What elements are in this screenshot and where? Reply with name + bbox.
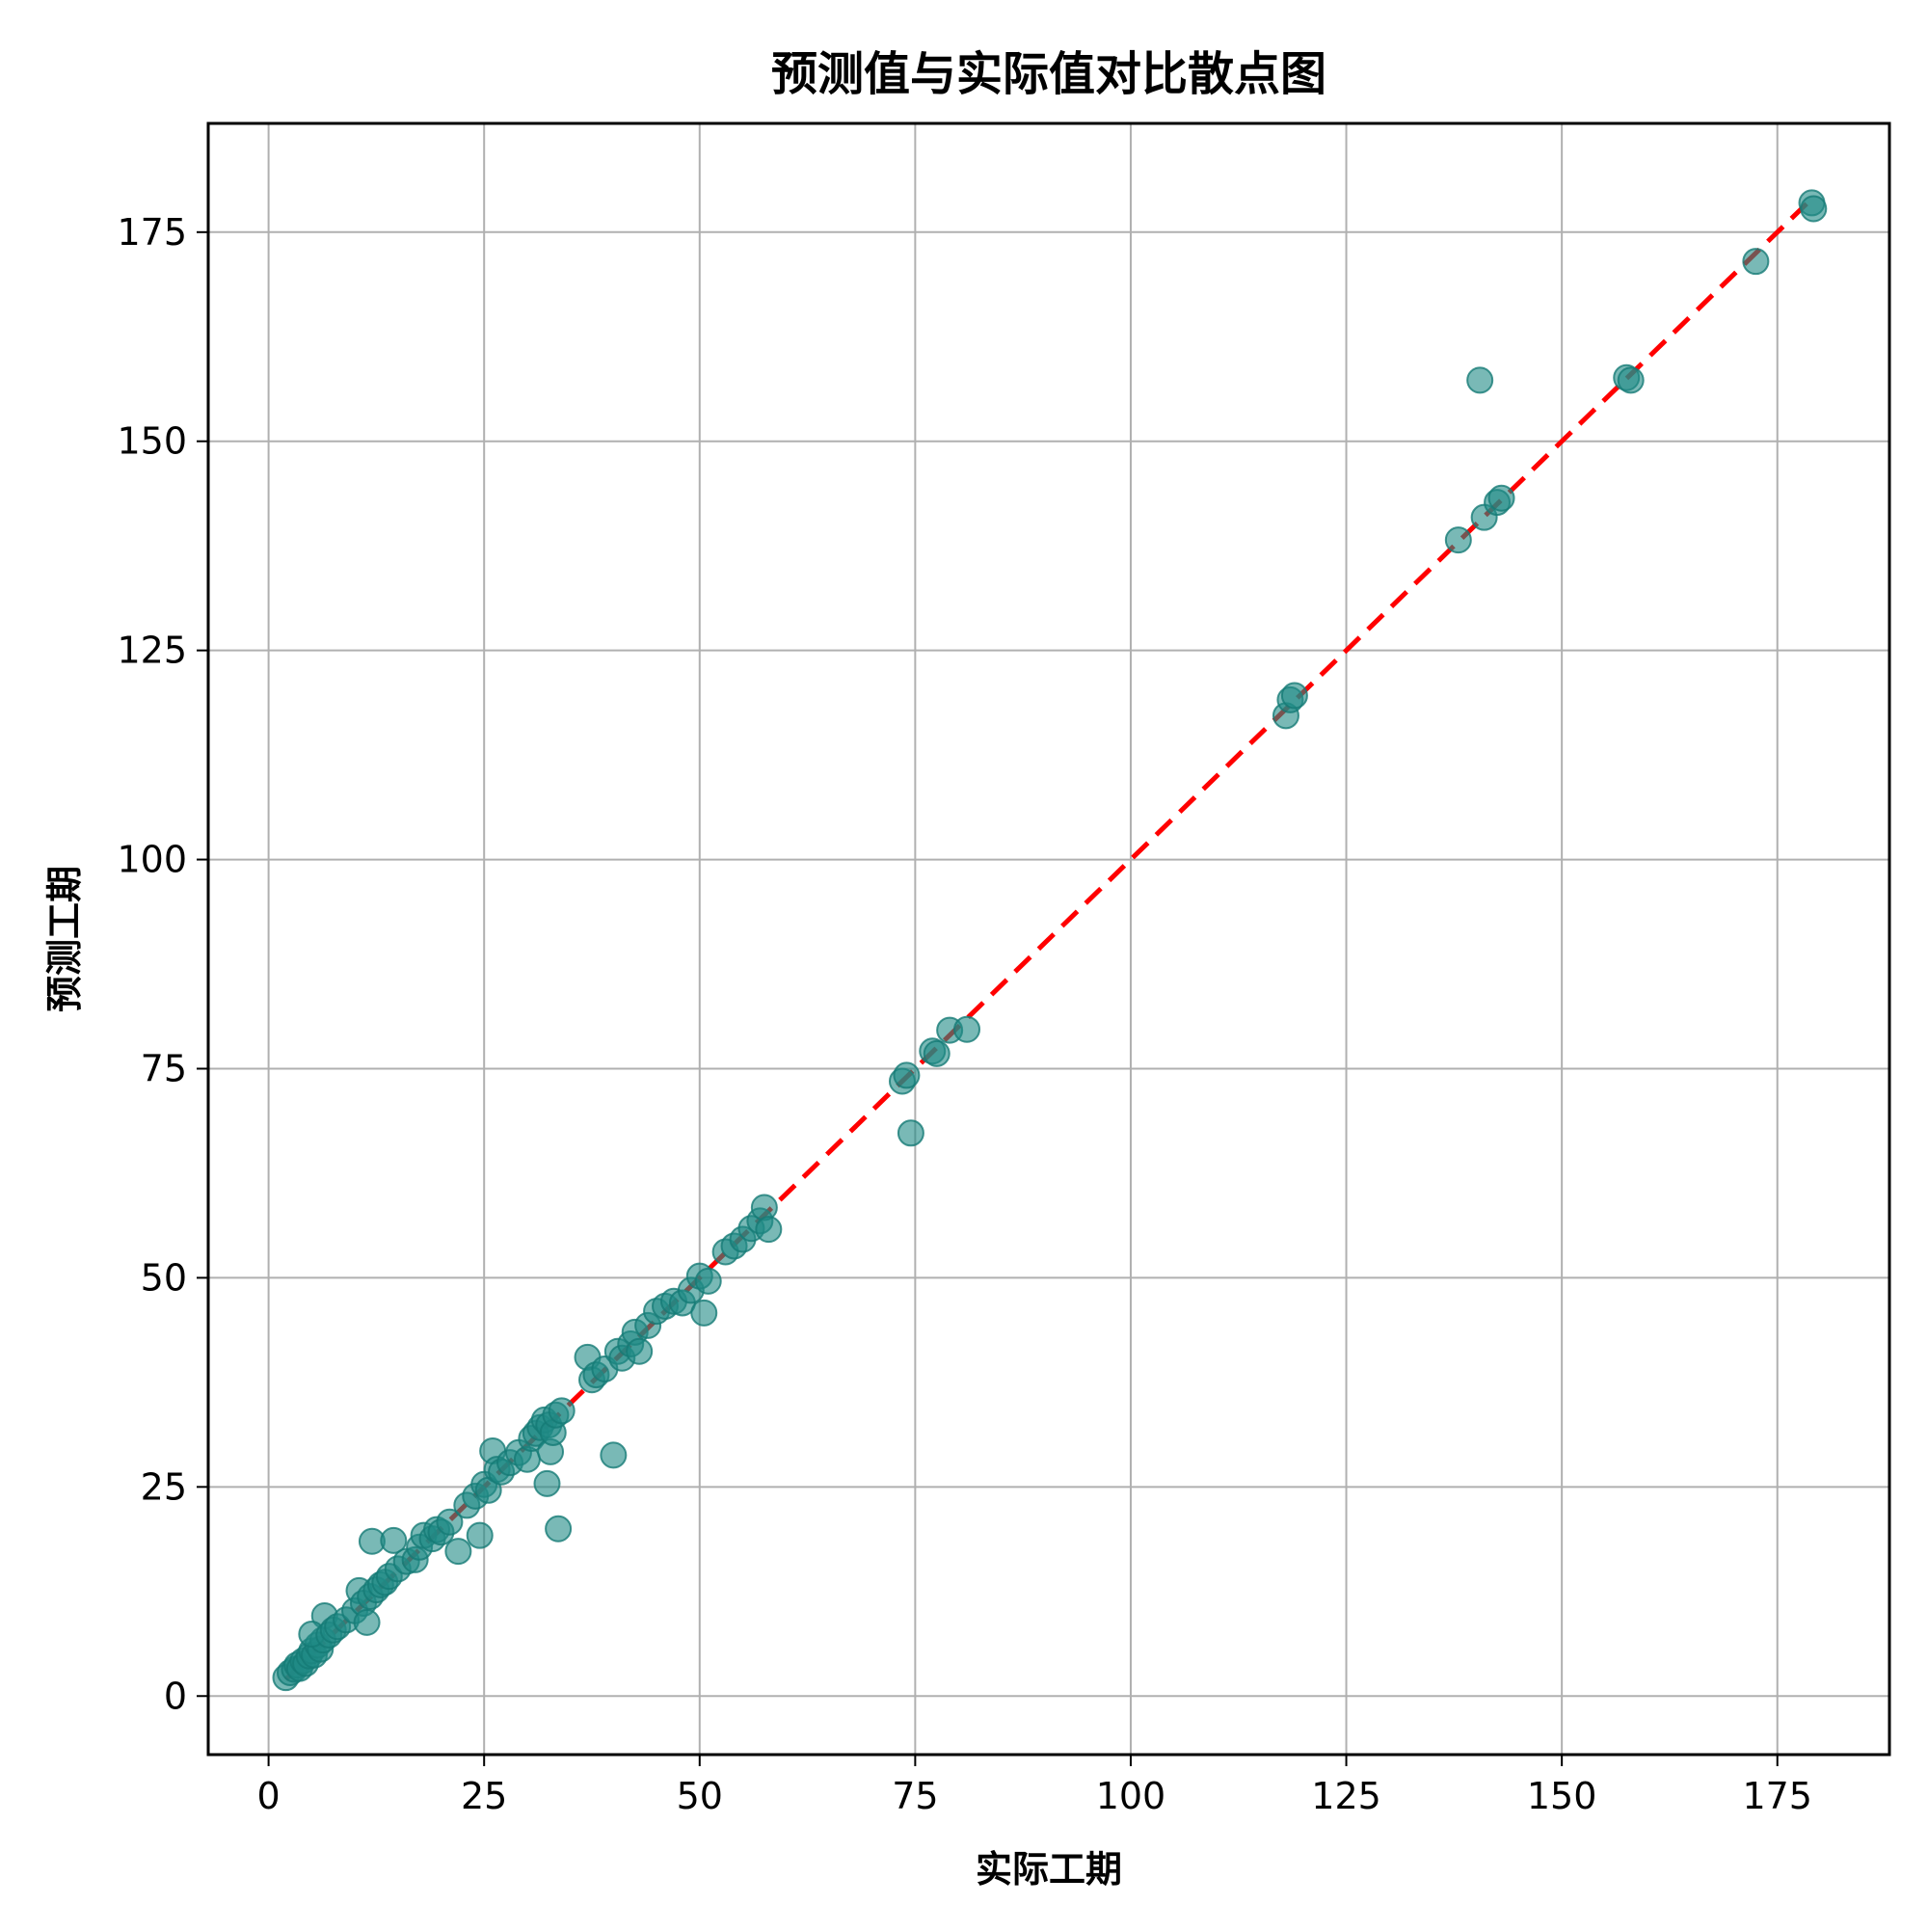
data-point-55 [533,1469,561,1497]
data-point-105 [1742,248,1770,276]
y-tick-label-5: 125 [117,630,187,672]
data-point-92 [923,1039,951,1067]
reference-line-layer [283,197,1814,1681]
data-point-87 [755,1216,783,1244]
data-point-90 [897,1119,924,1147]
data-point-107 [1800,195,1828,223]
data-point-22 [353,1608,381,1636]
axis-ticks: 0 25 50 75 100 125 150 175 0 25 50 75 100 125 150 175 [117,211,1812,1817]
data-point-102 [1487,484,1515,512]
y-axis-label: 预测工期 [43,866,86,1012]
plot-frame [206,121,1891,1757]
y-tick-label-7: 175 [117,211,187,254]
grid-lines [208,123,1889,1755]
data-point-66 [600,1441,628,1469]
y-tick-label-3: 75 [141,1047,187,1089]
data-point-104 [1617,366,1645,394]
data-point-71 [626,1337,654,1365]
data-point-80 [694,1267,722,1295]
y-tick-label-6: 150 [117,420,187,463]
data-point-79 [690,1299,718,1327]
y-tick-label-4: 100 [117,839,187,881]
x-tick-label-3: 75 [892,1775,938,1817]
data-points [272,189,1828,1692]
x-tick-label-4: 100 [1096,1775,1166,1817]
data-point-61 [548,1397,576,1425]
y-tick-label-0: 0 [164,1675,187,1717]
x-tick-label-2: 50 [677,1775,723,1817]
chart-title: 预测值与实际值对比散点图 [771,47,1326,101]
data-point-29 [380,1526,408,1554]
data-point-60 [545,1515,573,1543]
x-tick-label-1: 25 [461,1775,507,1817]
data-point-42 [466,1521,494,1549]
x-tick-label-7: 175 [1742,1775,1812,1817]
x-tick-label-5: 125 [1311,1775,1381,1817]
y-tick-label-1: 25 [141,1465,187,1508]
x-tick-label-6: 150 [1527,1775,1597,1817]
data-point-97 [1280,682,1308,710]
data-point-94 [953,1015,981,1043]
data-point-39 [444,1538,472,1566]
x-tick-label-0: 0 [257,1775,281,1817]
data-point-38 [436,1508,464,1536]
x-axis-label: 实际工期 [976,1848,1122,1891]
y-tick-label-2: 50 [141,1256,187,1299]
data-point-99 [1466,366,1494,394]
data-point-86 [750,1194,778,1221]
reference-line [283,197,1814,1681]
data-point-98 [1444,526,1472,554]
data-point-89 [893,1061,921,1089]
